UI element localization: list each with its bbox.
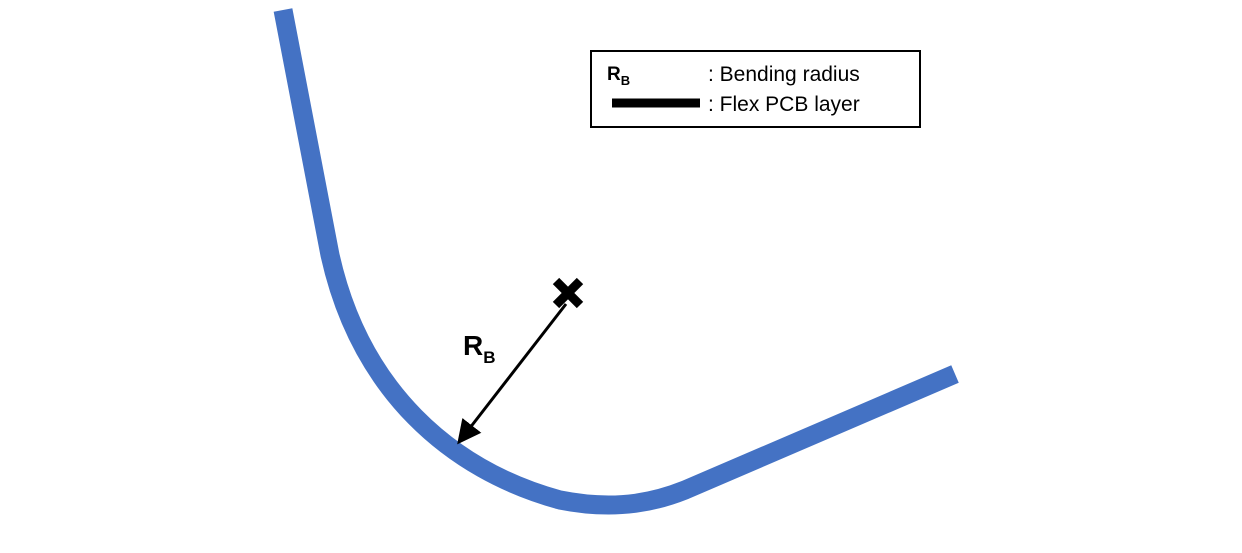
legend: RB : Bending radius : Flex PCB layer (590, 50, 921, 128)
radius-arrow (457, 303, 568, 445)
legend-symbol-main: R (607, 64, 621, 85)
legend-symbol-subscript: B (621, 73, 630, 88)
legend-layer-text: : Flex PCB layer (708, 93, 860, 116)
legend-border (590, 50, 921, 128)
flex-pcb-strip (273, 8, 959, 515)
radius-label-subscript: B (483, 348, 495, 367)
radius-label: RB (463, 330, 496, 367)
legend-radius-text: : Bending radius (708, 63, 860, 86)
legend-symbol: RB (607, 64, 630, 88)
radius-label-main: R (463, 330, 483, 361)
cross-mark-icon (552, 277, 584, 309)
